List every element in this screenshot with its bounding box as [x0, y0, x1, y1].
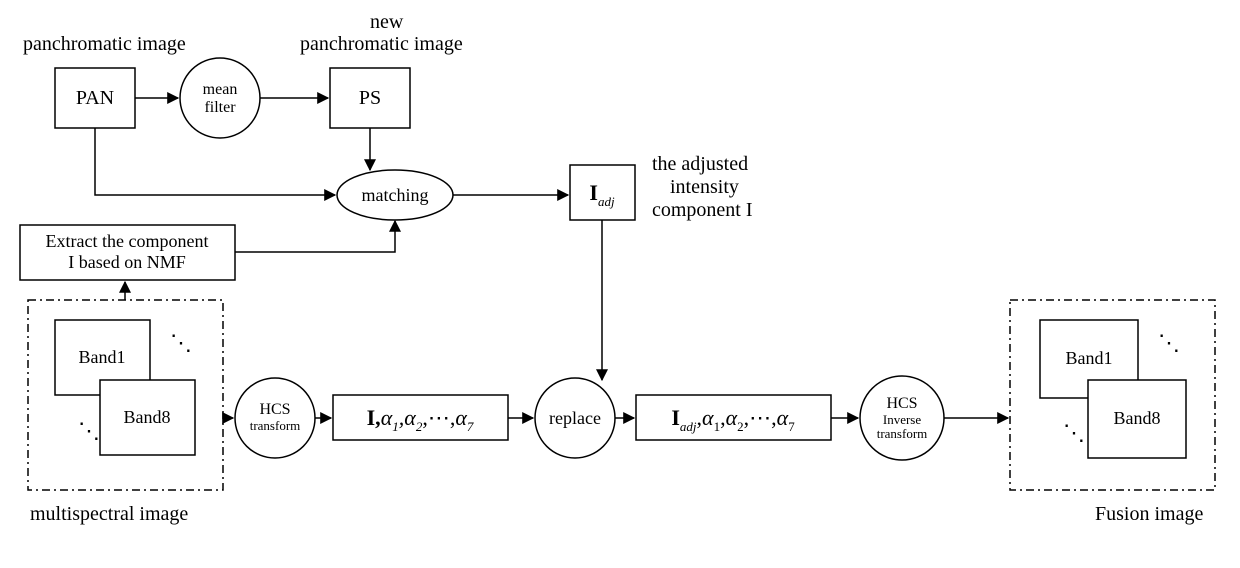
label-fusion: Fusion image	[1095, 503, 1203, 525]
node-ps-text: PS	[359, 87, 381, 109]
node-hcsinv-l3: transform	[877, 426, 928, 441]
label-adj-2: intensity	[670, 176, 739, 198]
ms-dots-1: ⋱	[170, 330, 192, 355]
node-iadj	[570, 165, 635, 220]
arrow-nmf-matching	[235, 221, 395, 252]
label-new-panchromatic-2: panchromatic image	[300, 33, 463, 55]
node-matching-text: matching	[362, 185, 429, 205]
label-new-panchromatic-1: new	[370, 11, 404, 33]
node-meanfilter-l2: filter	[204, 99, 236, 116]
ms-dots-2: ⋱	[78, 418, 100, 443]
node-hcs-l2: transform	[250, 418, 301, 433]
f-dots-2: ⋱	[1063, 420, 1085, 445]
node-ms-band1-text: Band1	[79, 347, 126, 367]
label-multispectral: multispectral image	[30, 503, 188, 525]
node-hcs-l1: HCS	[259, 401, 290, 418]
node-f-band8-text: Band8	[1114, 408, 1161, 428]
node-ms-band8-text: Band8	[124, 407, 171, 427]
node-pan-text: PAN	[76, 87, 114, 109]
node-hcsinv-l1: HCS	[886, 395, 917, 412]
node-nmf-l1: Extract the component	[46, 231, 209, 251]
node-replace-text: replace	[549, 408, 601, 428]
label-adj-3: component I	[652, 199, 753, 221]
node-meanfilter-l1: mean	[203, 81, 238, 98]
diagram-canvas: panchromatic image new panchromatic imag…	[0, 0, 1240, 568]
label-panchromatic: panchromatic image	[23, 33, 186, 55]
label-adj-1: the adjusted	[652, 153, 748, 175]
node-hcsinv-l2: Inverse	[883, 412, 921, 427]
node-meanfilter	[180, 58, 260, 138]
node-nmf-l2: I based on NMF	[68, 252, 186, 272]
node-f-band1-text: Band1	[1066, 348, 1113, 368]
f-dots-1: ⋱	[1158, 330, 1180, 355]
